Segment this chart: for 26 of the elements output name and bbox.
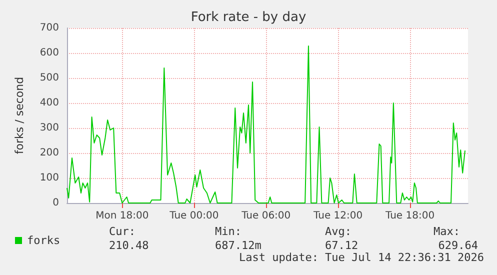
y-tick-label: 0 [52, 198, 59, 208]
y-tick-label: 600 [40, 48, 59, 58]
text: Max: [434, 225, 460, 238]
y-tick-label: 200 [40, 148, 59, 158]
text: 629.64 [438, 239, 478, 252]
x-tick-label: Tue 12:00 [312, 210, 363, 222]
chart-title: Fork rate - by day [190, 10, 306, 25]
line-series [66, 46, 466, 204]
y-tick-label: 700 [40, 22, 59, 34]
text: 687.12m [215, 239, 262, 252]
legend-label: forks [27, 234, 60, 247]
y-tick-label: 100 [40, 172, 59, 184]
y-tick-label: 400 [40, 98, 59, 108]
x-tick-label: Mon 18:00 [96, 210, 149, 222]
y-tick-label: 300 [40, 122, 59, 134]
x-tick-label: Tue 00:00 [168, 210, 219, 222]
text: 67.12 [325, 239, 358, 252]
text: Avg: [325, 225, 352, 238]
text: Cur: [109, 225, 136, 238]
text: Min: [215, 225, 242, 238]
y-tick-label: 500 [40, 72, 59, 84]
text: Last update: Tue Jul 14 22:36:31 2026 [238, 251, 484, 264]
x-tick-label: Tue 06:00 [240, 210, 291, 222]
text: 210.48 [109, 239, 149, 252]
x-tick-label: Tue 18:00 [384, 210, 435, 222]
y-axis-title: forks / second [13, 76, 26, 154]
